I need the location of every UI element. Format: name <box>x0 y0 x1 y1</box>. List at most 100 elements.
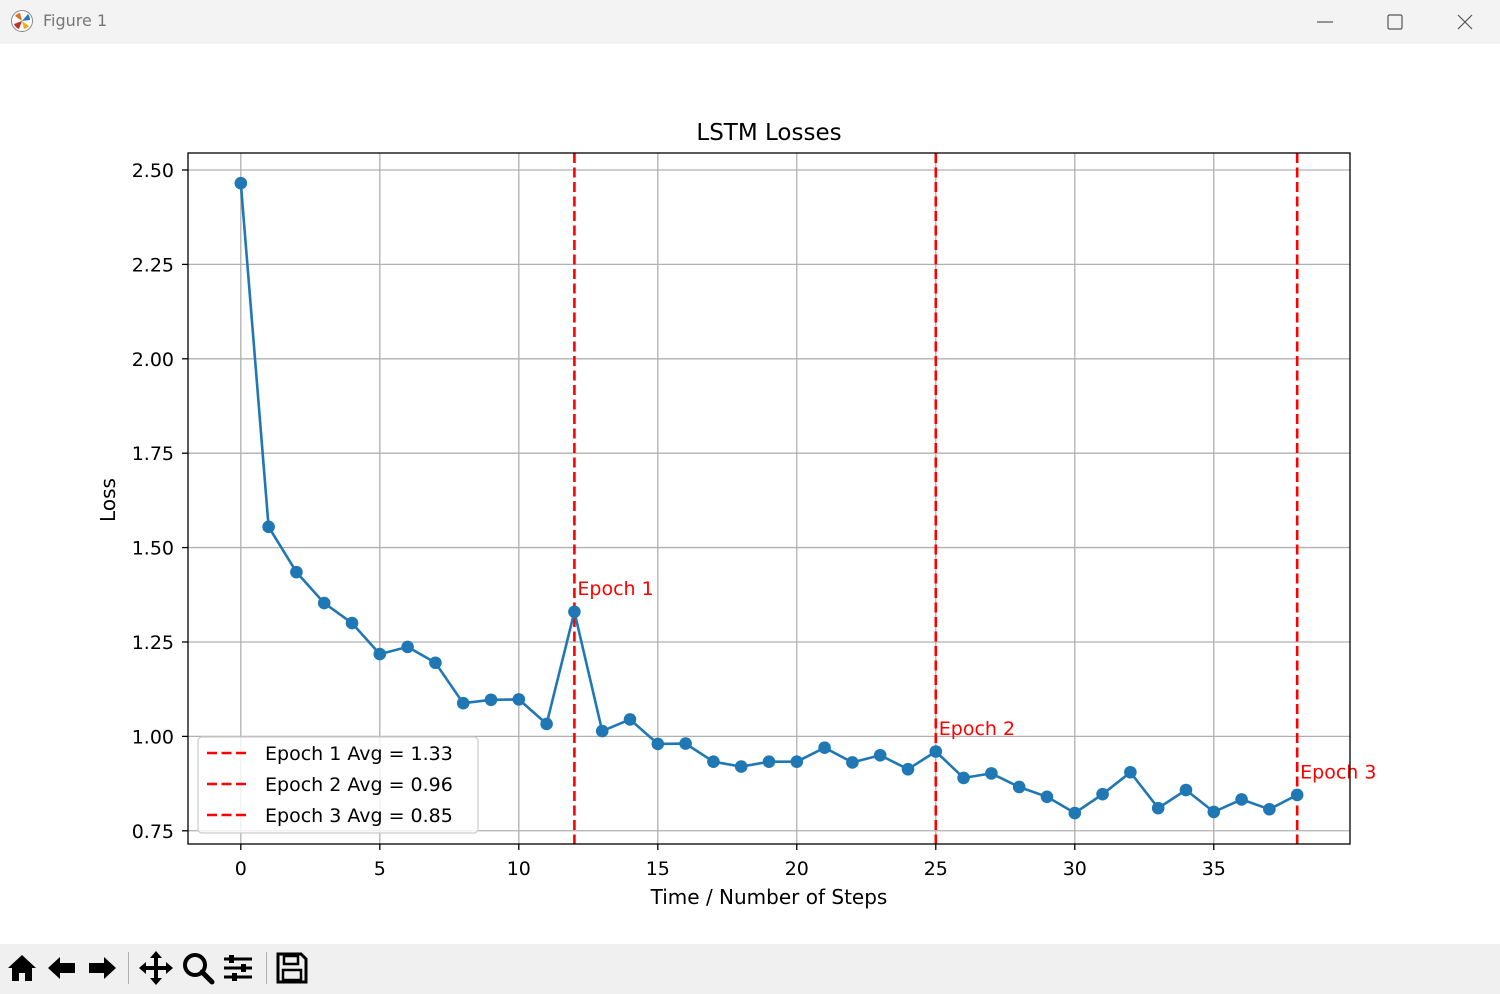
configure-subplots-icon <box>224 955 252 981</box>
loss-point <box>373 647 387 661</box>
forward-icon <box>89 957 116 979</box>
loss-point <box>568 605 581 619</box>
back-button[interactable] <box>42 948 82 988</box>
loss-point <box>1179 783 1193 797</box>
loss-point <box>623 713 637 726</box>
y-tick-label: 2.50 <box>132 160 174 182</box>
y-tick-label: 1.00 <box>132 726 174 748</box>
loss-point <box>1124 765 1137 779</box>
x-tick-label: 0 <box>235 858 247 880</box>
forward-button[interactable] <box>82 948 122 988</box>
chart-title: LSTM Losses <box>696 120 841 146</box>
y-tick-label: 2.25 <box>132 254 174 276</box>
loss-point <box>818 741 831 755</box>
y-tick-label: 1.25 <box>132 632 174 654</box>
navigation-toolbar <box>0 944 1500 994</box>
toolbar-separator <box>128 952 129 984</box>
loss-point <box>1040 790 1054 804</box>
loss-point <box>790 755 804 768</box>
x-axis-label: Time / Number of Steps <box>650 885 888 909</box>
x-tick-label: 30 <box>1063 858 1087 880</box>
loss-point <box>1235 793 1248 806</box>
loss-point <box>1263 802 1276 816</box>
loss-point <box>651 737 665 751</box>
figure-canvas[interactable]: LSTM Losses Time / Number of Steps Loss … <box>0 44 1500 944</box>
loss-line <box>239 183 1298 815</box>
x-tick-label: 10 <box>507 858 531 880</box>
loss-point <box>846 756 859 769</box>
loss-point <box>290 565 303 579</box>
pan-icon <box>139 951 173 985</box>
loss-point <box>762 755 776 768</box>
loss-point <box>1207 805 1221 819</box>
grid <box>188 153 1350 844</box>
loss-point <box>429 656 442 670</box>
loss-point <box>345 616 359 630</box>
x-tick-label: 25 <box>924 858 948 880</box>
maximize-icon <box>1387 14 1403 30</box>
loss-point <box>1068 806 1082 820</box>
y-tick-label: 0.75 <box>132 821 174 843</box>
loss-point <box>456 696 470 710</box>
zoom-icon <box>183 953 215 985</box>
loss-point <box>929 745 943 758</box>
loss-point <box>317 596 331 610</box>
x-tick-label: 35 <box>1202 858 1226 880</box>
loss-point <box>401 640 414 654</box>
legend-entry: Epoch 2 Avg = 0.96 <box>265 774 453 796</box>
minimize-button[interactable] <box>1290 0 1360 44</box>
close-icon <box>1457 14 1473 30</box>
loss-point <box>234 176 248 190</box>
x-tick-label: 20 <box>785 858 809 880</box>
home-icon <box>8 955 36 981</box>
loss-point <box>595 724 609 738</box>
loss-point <box>1012 780 1026 794</box>
epoch-lines: Epoch 1 Epoch 2 Epoch 3 <box>573 153 1376 844</box>
legend: Epoch 1 Avg = 1.33 Epoch 2 Avg = 0.96 Epoc… <box>197 736 479 834</box>
loss-point <box>734 760 748 773</box>
loss-point <box>985 767 998 780</box>
minimize-icon <box>1317 21 1333 23</box>
loss-point <box>873 748 887 762</box>
y-axis-label: Loss <box>96 478 120 522</box>
x-tick-label: 15 <box>646 858 670 880</box>
y-tick-label: 1.75 <box>132 443 174 465</box>
loss-point <box>679 737 692 750</box>
legend-box <box>197 736 479 834</box>
loss-point <box>957 771 970 785</box>
axis-ticks: 0 5 10 15 20 25 30 35 0.75 1.00 1.25 1.50 1.75 2.00 2.… <box>132 160 1226 880</box>
window-title: Figure 1 <box>43 11 108 30</box>
pan-button[interactable] <box>136 948 176 988</box>
loss-point <box>262 520 275 534</box>
loss-series <box>234 176 1304 820</box>
loss-point <box>1096 787 1109 801</box>
line-chart: LSTM Losses Time / Number of Steps Loss … <box>96 120 1376 909</box>
y-tick-label: 2.00 <box>132 349 174 371</box>
y-tick-label: 1.50 <box>132 538 174 560</box>
loss-point <box>707 755 720 768</box>
epoch-label: Epoch 1 <box>577 578 653 600</box>
epoch-label: Epoch 3 <box>1300 761 1376 783</box>
legend-entry: Epoch 3 Avg = 0.85 <box>265 805 453 827</box>
plot-area-frame <box>187 152 1351 845</box>
home-button[interactable] <box>2 948 42 988</box>
save-button[interactable] <box>272 948 312 988</box>
loss-point <box>1151 801 1165 815</box>
matplotlib-app-icon <box>11 10 33 32</box>
loss-point <box>1290 788 1304 802</box>
window-titlebar: Figure 1 <box>0 0 1500 45</box>
zoom-button[interactable] <box>178 948 218 988</box>
loss-point <box>512 693 526 706</box>
x-tick-label: 5 <box>374 858 386 880</box>
back-icon <box>48 957 75 979</box>
save-icon <box>276 952 308 984</box>
configure-subplots-button[interactable] <box>218 948 258 988</box>
maximize-button[interactable] <box>1360 0 1430 44</box>
close-button[interactable] <box>1430 0 1500 44</box>
loss-point <box>484 693 498 707</box>
legend-entry: Epoch 1 Avg = 1.33 <box>265 743 453 765</box>
loss-point <box>540 717 553 731</box>
toolbar-separator <box>266 952 267 984</box>
loss-point <box>901 762 915 776</box>
epoch-label: Epoch 2 <box>939 718 1015 740</box>
